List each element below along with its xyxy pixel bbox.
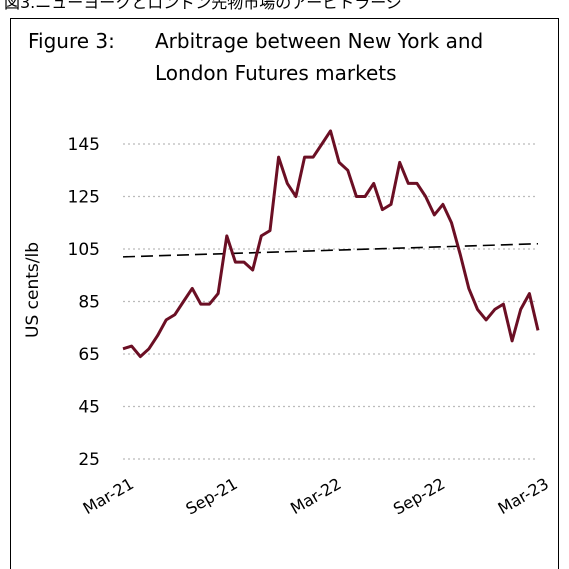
y-tick-label: 145 [68, 135, 100, 155]
frame [10, 18, 559, 569]
page-header: 図3.ニューヨークとロンドン先物市場のアービトラージ [4, 0, 402, 12]
data-line [122, 129, 540, 359]
x-tick-label: Sep-21 [182, 474, 240, 519]
x-tick-label: Mar-22 [287, 474, 344, 518]
chart-title: London Futures markets [155, 61, 397, 85]
x-tick-label: Sep-22 [390, 474, 448, 519]
y-tick-label: 45 [78, 398, 100, 418]
y-tick-label: 125 [68, 188, 100, 208]
y-tick-label: 25 [78, 450, 100, 470]
y-tick-label: 85 [78, 293, 100, 313]
chart-title: Arbitrage between New York and [155, 29, 483, 53]
trend-line [122, 242, 539, 258]
figure-label: Figure 3: [28, 29, 115, 53]
y-tick-label: 105 [68, 240, 100, 260]
x-tick-label: Mar-23 [495, 474, 552, 518]
y-axis-label: US cents/lb [23, 242, 43, 338]
y-tick-label: 65 [78, 345, 100, 365]
x-tick-label: Mar-21 [80, 474, 137, 518]
